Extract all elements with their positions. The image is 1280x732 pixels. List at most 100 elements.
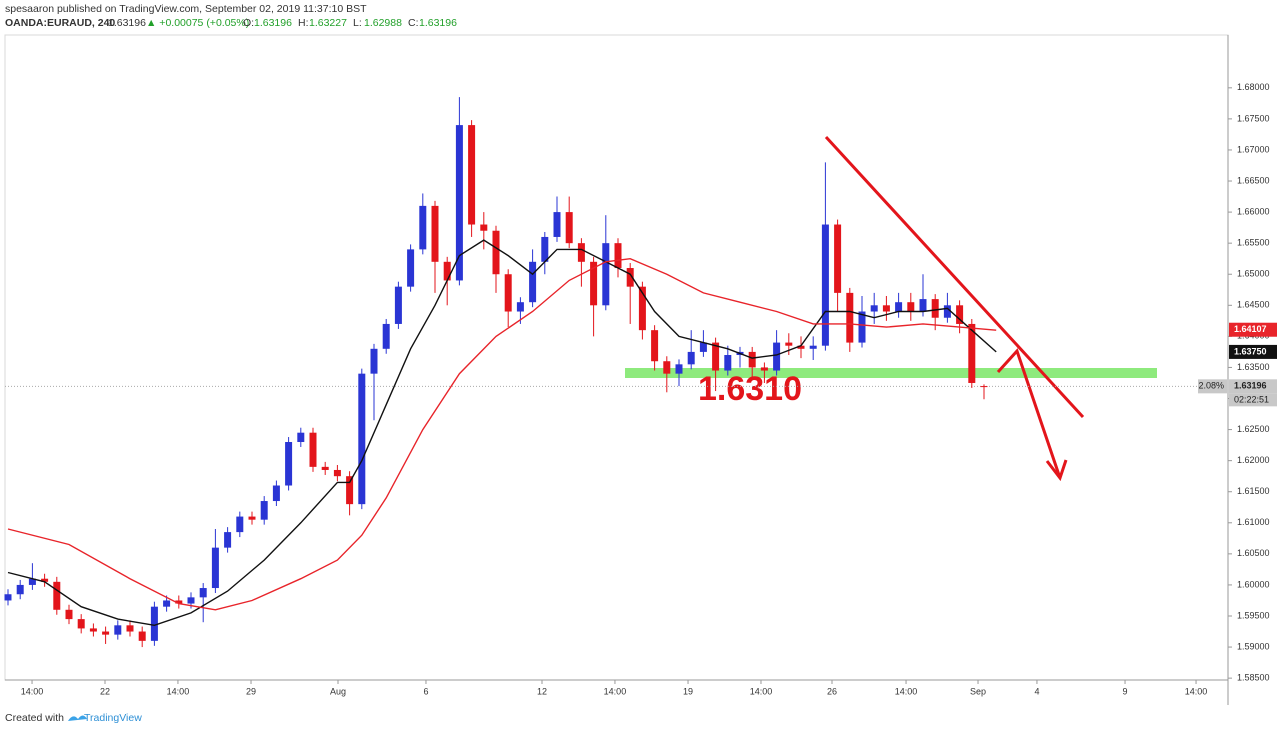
countdown-bg — [1229, 393, 1277, 407]
y-tick-label: 1.58500 — [1237, 673, 1270, 683]
x-tick-label: 14:00 — [895, 686, 918, 696]
candle-body — [211, 547, 219, 589]
candle-body — [4, 594, 12, 601]
candle-body — [638, 286, 646, 331]
price-tag — [1229, 344, 1277, 359]
ohlc: O: 1.63196 H: 1.63227 L: 1.62988 C: 1.63196 — [243, 17, 457, 29]
candle-body — [980, 386, 988, 388]
candle-body — [821, 224, 829, 346]
candle-body — [150, 606, 158, 641]
candle-body — [224, 532, 232, 548]
price-tag-label: 1.63750 — [1234, 346, 1267, 356]
candle-body — [809, 345, 817, 349]
y-tick-label: 1.59000 — [1237, 641, 1270, 651]
ohlc-text: C: — [408, 17, 419, 29]
created-with: Created with — [5, 712, 64, 724]
y-tick-label: 1.66000 — [1237, 206, 1270, 216]
candle-body — [65, 609, 73, 620]
candle-body — [882, 305, 890, 312]
x-tick-label: 12 — [537, 686, 547, 696]
candle-body — [89, 628, 97, 632]
x-tick-label: 9 — [1123, 686, 1128, 696]
candle-body — [431, 205, 439, 262]
candle-body — [663, 361, 671, 374]
candle-body — [614, 243, 622, 269]
candle-body — [553, 212, 561, 237]
ohlc-text: 1.63196 — [254, 17, 292, 29]
candle-body — [956, 305, 964, 324]
candle-body — [41, 578, 49, 582]
candle-body — [126, 625, 134, 632]
candle-body — [28, 578, 36, 585]
x-tick-label: 14:00 — [750, 686, 773, 696]
price-tag-label: 1.63196 — [1234, 381, 1267, 391]
x-tick-label: 19 — [683, 686, 693, 696]
candle-body — [858, 311, 866, 343]
candle-body — [724, 355, 732, 371]
plot-frame — [4, 34, 1229, 681]
candle-body — [675, 364, 683, 374]
tv-logo — [68, 715, 87, 721]
candle-body — [333, 469, 341, 477]
x-tick-label: Aug — [330, 686, 346, 696]
candle-body — [272, 485, 280, 502]
candle-body — [870, 305, 878, 312]
y-tick-label: 1.63500 — [1237, 362, 1270, 372]
x-tick-label: 14:00 — [21, 686, 44, 696]
arrow — [996, 348, 1062, 479]
x-tick-label: 29 — [246, 686, 256, 696]
y-tick-label: 1.68000 — [1237, 82, 1270, 92]
candle-body — [907, 302, 915, 312]
x-tick-label: Sep — [970, 686, 986, 696]
y-tick-label: 1.60500 — [1237, 548, 1270, 558]
price-tag — [1229, 379, 1277, 394]
candle-body — [199, 588, 207, 598]
candle-body — [53, 581, 61, 610]
x-tick-label: 14:00 — [604, 686, 627, 696]
candle-body — [590, 261, 598, 306]
candle-body — [419, 205, 427, 250]
candle-body — [394, 286, 402, 324]
candle-body — [16, 584, 24, 595]
y-tick-label: 1.60000 — [1237, 579, 1270, 589]
candle-body — [370, 348, 378, 374]
last-price: 1.63196 — [108, 17, 146, 29]
candle-body — [651, 330, 659, 362]
ohlc-text: L: — [353, 17, 362, 29]
candle-body — [760, 367, 768, 371]
support-label: 1.6310 — [698, 370, 802, 408]
candle-body — [492, 230, 500, 275]
candle-body — [248, 516, 256, 520]
ohlc-text: 1.63196 — [419, 17, 457, 29]
y-tick-label: 1.62500 — [1237, 424, 1270, 434]
symbol: OANDA:EURAUD, 240 — [5, 17, 115, 29]
y-tick-label: 1.61500 — [1237, 486, 1270, 496]
candle-body — [443, 261, 451, 281]
y-tick-label: 1.67000 — [1237, 144, 1270, 154]
x-tick-label: 6 — [423, 686, 428, 696]
candle-body — [541, 236, 549, 262]
y-tick-label: 1.64500 — [1237, 300, 1270, 310]
candle-body — [699, 342, 707, 352]
candle-body — [455, 125, 463, 281]
arrow-head — [1045, 459, 1068, 482]
countdown: 02:22:51 — [1234, 395, 1269, 405]
x-tick-label: 14:00 — [167, 686, 190, 696]
candle-body — [321, 466, 329, 470]
change: ▲ +0.00075 (+0.05%) — [146, 17, 249, 29]
y-tick-label: 1.67500 — [1237, 113, 1270, 123]
x-tick-label: 14:00 — [1185, 686, 1208, 696]
change-pct-bg — [1198, 379, 1227, 394]
candle-body — [529, 261, 537, 303]
candle-body — [943, 305, 951, 318]
candle-body — [626, 268, 634, 287]
moving-average — [7, 257, 997, 611]
x-tick-label: 4 — [1034, 686, 1039, 696]
candle-body — [931, 299, 939, 318]
y-tick-label: 1.66500 — [1237, 175, 1270, 185]
ohlc-text: O: — [243, 17, 254, 29]
candle-body — [138, 631, 146, 641]
candle-body — [480, 224, 488, 231]
candle-body — [712, 342, 720, 371]
